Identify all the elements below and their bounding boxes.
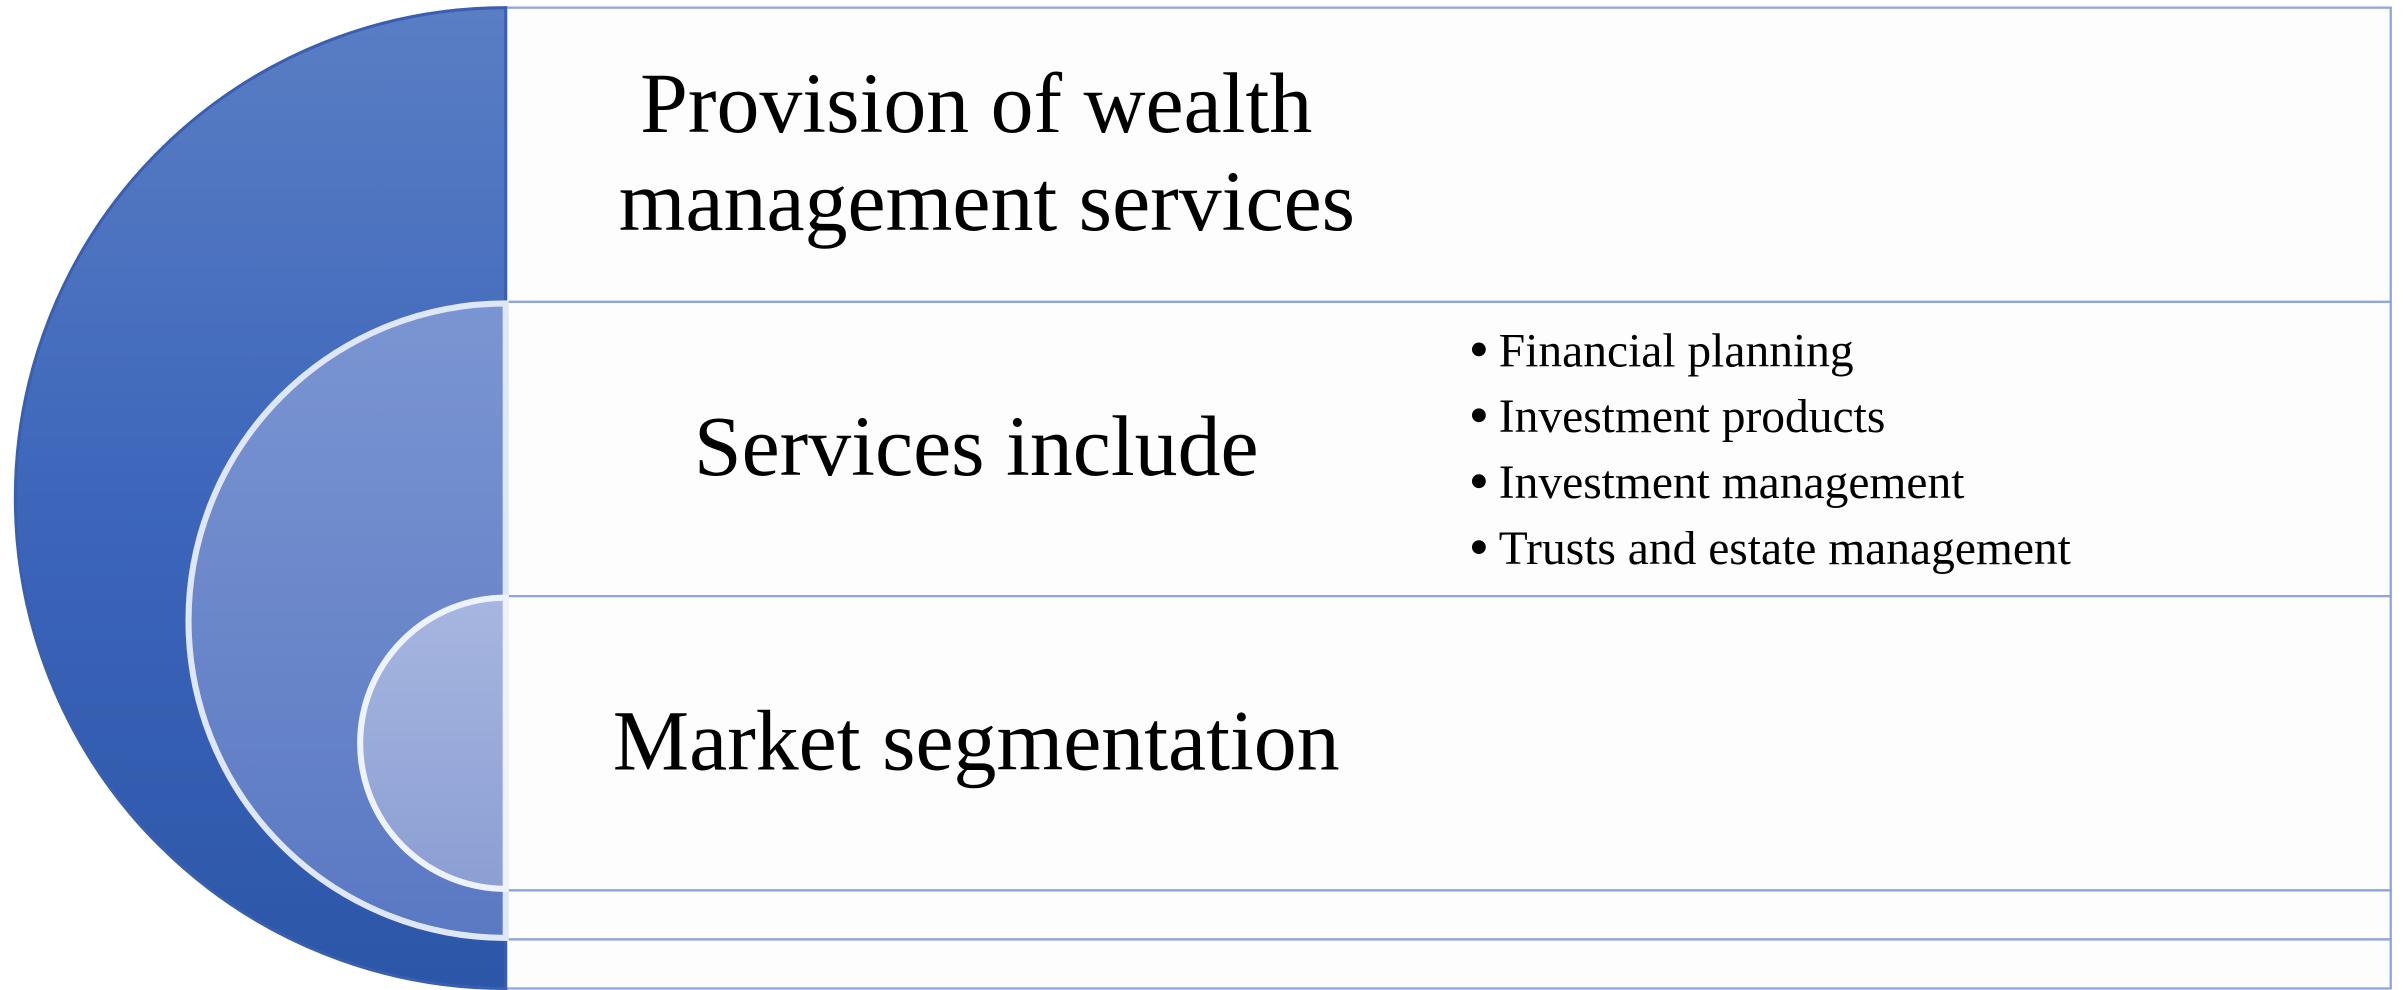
rows bbox=[504, 6, 2392, 990]
bullet-dot bbox=[1471, 474, 1486, 489]
row bbox=[504, 938, 2392, 990]
node-title: Provision of wealth management services bbox=[597, 56, 1355, 249]
row bbox=[504, 300, 2392, 598]
bullet-dot bbox=[1471, 540, 1486, 555]
title-line: management services bbox=[597, 154, 1355, 249]
bullet-dot bbox=[1471, 408, 1486, 423]
bullet-text: Investment management bbox=[1499, 457, 1965, 509]
row bbox=[504, 594, 2392, 892]
arc-small bbox=[357, 594, 509, 892]
bullet-list: Financial planning Investment products Inv… bbox=[1471, 325, 2071, 575]
row bbox=[504, 6, 2392, 304]
node-title: Market segmentation bbox=[613, 693, 1340, 788]
bullet-text: Financial planning bbox=[1499, 325, 1854, 377]
title-line: Provision of wealth bbox=[640, 56, 1312, 151]
bullet-dot bbox=[1471, 342, 1486, 357]
node-title: Services include bbox=[694, 399, 1259, 494]
row bbox=[504, 889, 2392, 941]
arcs bbox=[13, 6, 509, 990]
bullet-text: Trusts and estate management bbox=[1499, 523, 2071, 575]
bullet-text: Investment products bbox=[1499, 391, 1886, 443]
